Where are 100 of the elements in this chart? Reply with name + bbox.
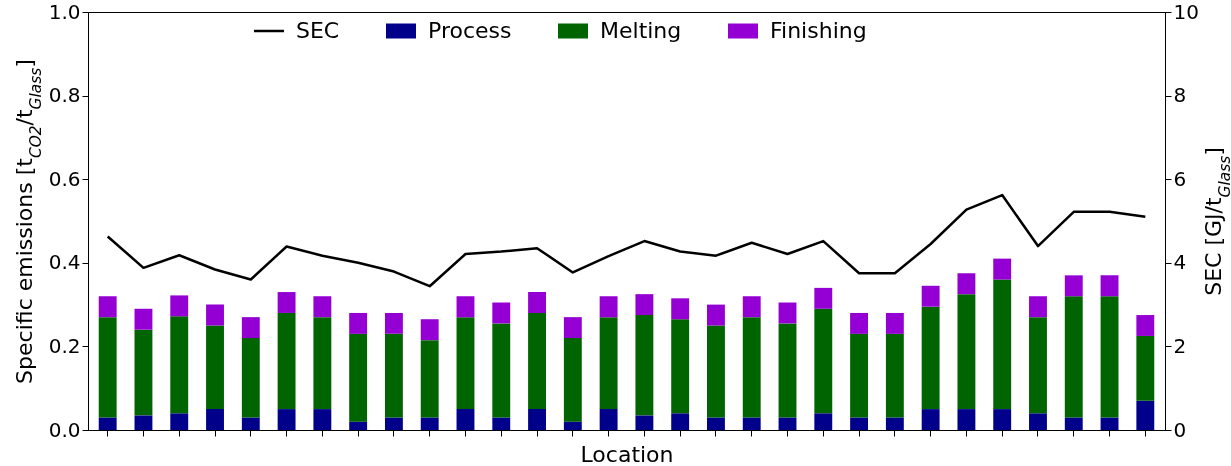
- bar: [456, 409, 475, 430]
- bar: [528, 292, 546, 313]
- bar: [993, 409, 1012, 430]
- bar: [384, 333, 403, 418]
- bar: [420, 340, 439, 418]
- bar: [349, 333, 368, 422]
- bar: [206, 409, 224, 430]
- bar: [1100, 275, 1119, 297]
- bar: [98, 317, 117, 418]
- bar: [850, 312, 869, 334]
- bar: [993, 258, 1012, 280]
- legend-label: Melting: [600, 18, 682, 43]
- bar: [492, 417, 511, 430]
- bar: [1064, 296, 1083, 418]
- bar: [993, 279, 1012, 410]
- bar: [778, 323, 797, 418]
- y-tick-label: 1.0: [48, 0, 81, 24]
- bar: [134, 329, 153, 416]
- bar: [492, 323, 511, 418]
- bar: [456, 296, 475, 318]
- bar: [384, 417, 403, 430]
- bar: [420, 417, 439, 430]
- bar: [957, 294, 976, 410]
- y2-tick-label: 0: [1173, 417, 1187, 442]
- bar: [241, 317, 260, 339]
- bar: [170, 413, 189, 430]
- bar: [707, 304, 725, 326]
- legend-label: SEC: [296, 18, 340, 43]
- bar: [206, 304, 224, 326]
- bar: [420, 319, 439, 341]
- bar: [563, 317, 582, 339]
- bar: [1064, 417, 1083, 430]
- y2-tick-label: 8: [1173, 83, 1187, 108]
- bar: [814, 287, 833, 309]
- bar: [1029, 317, 1047, 414]
- y-tick-label: 0.6: [48, 166, 81, 191]
- y-tick-label: 0.8: [48, 83, 81, 108]
- bar: [277, 312, 296, 410]
- bar: [599, 317, 618, 410]
- bar: [384, 312, 403, 334]
- bar: [635, 294, 654, 316]
- bar: [957, 409, 976, 430]
- bar: [1136, 335, 1155, 401]
- bar: [98, 296, 117, 318]
- bar: [1029, 413, 1047, 430]
- legend-label: Finishing: [770, 18, 867, 43]
- bar: [885, 312, 904, 334]
- bar: [850, 417, 869, 430]
- bar: [313, 296, 332, 318]
- bar: [1136, 400, 1155, 430]
- x-axis-title: Location: [580, 441, 674, 466]
- bar: [671, 319, 690, 414]
- bar: [98, 417, 117, 430]
- bar: [850, 333, 869, 418]
- bar: [921, 306, 940, 410]
- bar: [170, 316, 189, 414]
- legend-label: Process: [428, 18, 512, 43]
- line-series: [106, 193, 1147, 288]
- bar: [599, 296, 618, 318]
- bar: [635, 315, 654, 416]
- bar: [707, 417, 725, 430]
- bar: [671, 413, 690, 430]
- bar: [277, 292, 296, 313]
- bar: [778, 417, 797, 430]
- bar: [814, 413, 833, 430]
- bar: [635, 415, 654, 430]
- y-tick-label: 0.2: [48, 333, 81, 358]
- bar: [1100, 296, 1119, 418]
- y2-tick-label: 2: [1173, 333, 1187, 358]
- bar: [563, 338, 582, 422]
- bar: [1029, 296, 1047, 318]
- bar: [921, 285, 940, 307]
- bar: [313, 409, 332, 430]
- bar: [1136, 315, 1155, 336]
- y-tick-label: 0.0: [48, 417, 81, 442]
- bar: [313, 317, 332, 410]
- bar: [241, 417, 260, 430]
- bar: [206, 325, 224, 410]
- bar: [742, 317, 761, 418]
- bar: [778, 302, 797, 324]
- bar: [492, 302, 511, 324]
- bar: [957, 273, 976, 295]
- bar: [742, 417, 761, 430]
- bar: [1064, 275, 1083, 297]
- bar: [599, 409, 618, 430]
- bar: [528, 312, 546, 410]
- bar: [742, 296, 761, 318]
- bar: [528, 409, 546, 430]
- bar: [671, 298, 690, 320]
- y2-tick-label: 10: [1173, 0, 1199, 24]
- y-tick-label: 0.4: [48, 250, 81, 275]
- bar: [134, 415, 153, 430]
- bar: [456, 317, 475, 410]
- bar: [885, 417, 904, 430]
- y2-tick-label: 6: [1173, 166, 1187, 191]
- bar: [241, 338, 260, 418]
- bar: [349, 312, 368, 334]
- bar: [814, 308, 833, 414]
- bar: [277, 409, 296, 430]
- bar: [707, 325, 725, 418]
